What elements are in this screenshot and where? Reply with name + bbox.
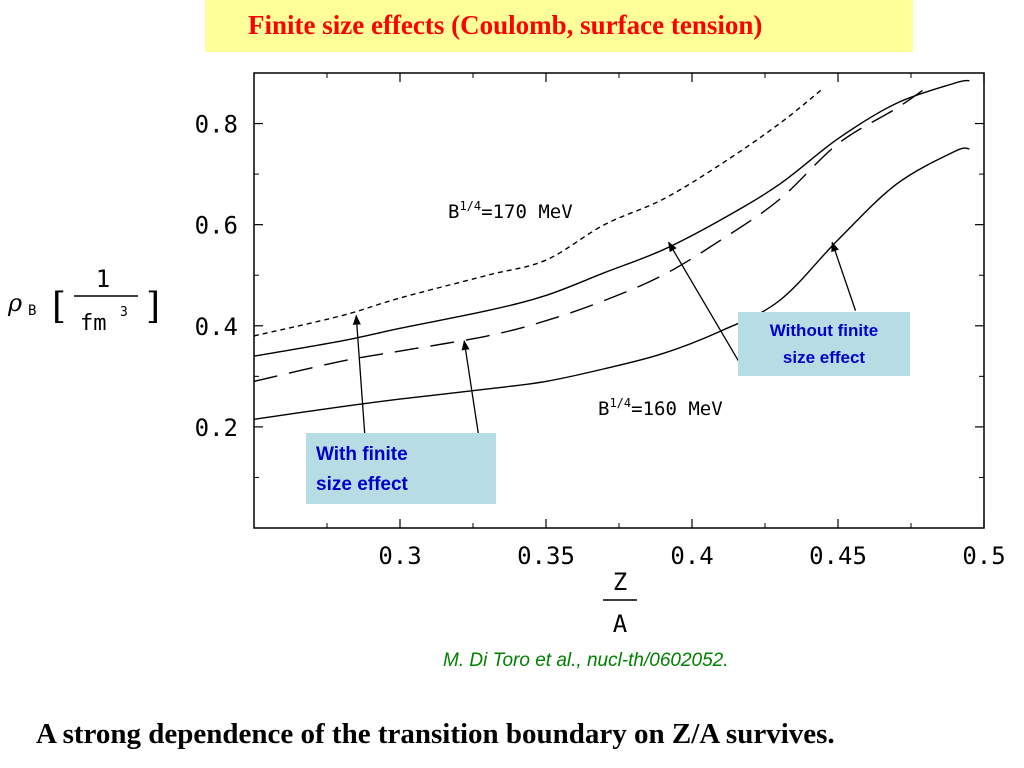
annotation-line: size effect	[782, 348, 866, 367]
series-line-1	[253, 87, 824, 337]
y-axis-label: ρ B [ 1 fm 3 ]	[7, 265, 160, 336]
slide-title: Finite size effects (Coulomb, surface te…	[248, 10, 763, 40]
y-tick-label: 0.8	[195, 111, 238, 139]
svg-text:Z: Z	[613, 568, 627, 596]
label-b160: B1/4=160 MeV	[598, 396, 723, 420]
annotation-arrow	[831, 241, 857, 311]
label-b170: B1/4=170 MeV	[448, 199, 573, 223]
x-tick-label: 0.35	[517, 542, 575, 570]
annotation-arrow	[668, 241, 746, 372]
series-line-4	[253, 147, 970, 420]
svg-text:B: B	[28, 303, 36, 319]
x-tick-label: 0.3	[378, 542, 421, 570]
with-finite-size-annotation: With finite size effect	[306, 433, 496, 504]
annotation-line: size effect	[316, 474, 408, 495]
annotation-line: With finite	[316, 444, 408, 465]
svg-text:]: ]	[146, 286, 160, 327]
without-finite-size-annotation: Without finite size effect	[738, 312, 910, 376]
annotation-arrow	[461, 339, 480, 438]
x-tick-label: 0.45	[809, 542, 867, 570]
svg-text:fm: fm	[80, 311, 107, 336]
annotation-arrow	[352, 314, 366, 438]
svg-text:[: [	[52, 286, 66, 327]
x-axis-label: Z A	[603, 568, 637, 638]
svg-text:A: A	[613, 610, 628, 638]
y-tick-label: 0.2	[195, 414, 238, 442]
annotation-line: Without finite	[769, 321, 879, 340]
citation: M. Di Toro et al., nucl-th/0602052.	[443, 650, 729, 671]
svg-text:1: 1	[96, 265, 110, 293]
y-tick-label: 0.6	[195, 212, 238, 240]
series-line-2	[253, 79, 970, 357]
conclusion-text: A strong dependence of the transition bo…	[36, 718, 835, 750]
svg-text:ρ: ρ	[7, 289, 22, 317]
x-tick-label: 0.4	[670, 542, 713, 570]
svg-text:3: 3	[120, 305, 128, 320]
y-tick-label: 0.4	[195, 313, 238, 341]
title-banner	[205, 0, 913, 52]
x-tick-label: 0.5	[962, 542, 1005, 570]
